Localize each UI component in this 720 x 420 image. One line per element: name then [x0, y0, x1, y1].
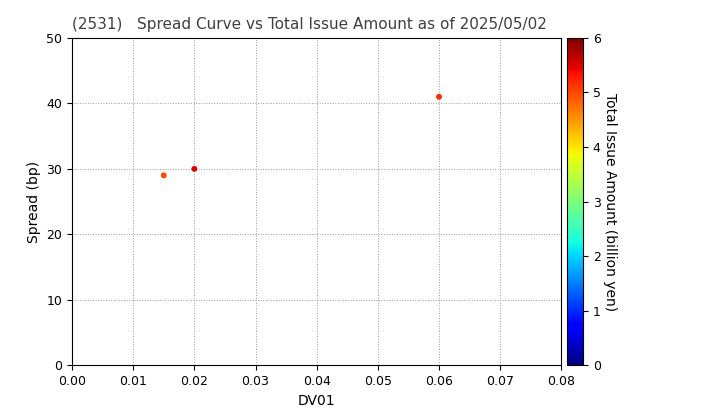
Y-axis label: Spread (bp): Spread (bp): [27, 160, 41, 243]
Y-axis label: Total Issue Amount (billion yen): Total Issue Amount (billion yen): [603, 92, 617, 311]
Point: [189, 165, 200, 172]
Point: [158, 172, 169, 179]
X-axis label: DV01: DV01: [298, 394, 336, 408]
Point: [433, 93, 445, 100]
Text: (2531)   Spread Curve vs Total Issue Amount as of 2025/05/02: (2531) Spread Curve vs Total Issue Amoun…: [72, 18, 547, 32]
